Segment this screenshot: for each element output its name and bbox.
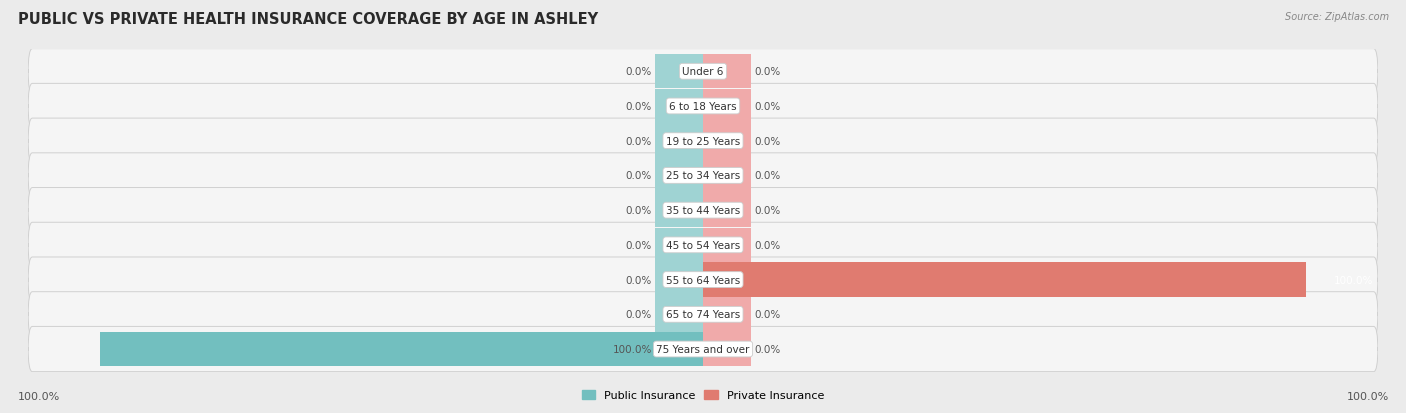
Text: 100.0%: 100.0% <box>1334 275 1374 285</box>
FancyBboxPatch shape <box>28 327 1378 372</box>
Text: 0.0%: 0.0% <box>754 206 780 216</box>
Text: 0.0%: 0.0% <box>754 240 780 250</box>
Text: 0.0%: 0.0% <box>754 136 780 146</box>
Text: PUBLIC VS PRIVATE HEALTH INSURANCE COVERAGE BY AGE IN ASHLEY: PUBLIC VS PRIVATE HEALTH INSURANCE COVER… <box>18 12 599 27</box>
Text: 45 to 54 Years: 45 to 54 Years <box>666 240 740 250</box>
Bar <box>703 332 751 366</box>
Text: 0.0%: 0.0% <box>626 102 652 112</box>
Bar <box>100 332 703 366</box>
Text: 0.0%: 0.0% <box>626 240 652 250</box>
Text: 35 to 44 Years: 35 to 44 Years <box>666 206 740 216</box>
FancyBboxPatch shape <box>28 223 1378 268</box>
Bar <box>703 193 751 228</box>
Text: 0.0%: 0.0% <box>754 171 780 181</box>
Bar <box>703 297 751 332</box>
Text: 65 to 74 Years: 65 to 74 Years <box>666 310 740 320</box>
Bar <box>655 55 703 89</box>
Text: Source: ZipAtlas.com: Source: ZipAtlas.com <box>1285 12 1389 22</box>
Text: 55 to 64 Years: 55 to 64 Years <box>666 275 740 285</box>
Text: 0.0%: 0.0% <box>626 275 652 285</box>
Text: 0.0%: 0.0% <box>626 171 652 181</box>
Text: 100.0%: 100.0% <box>1347 391 1389 401</box>
Text: 6 to 18 Years: 6 to 18 Years <box>669 102 737 112</box>
Text: 0.0%: 0.0% <box>626 310 652 320</box>
Bar <box>655 124 703 159</box>
Text: 0.0%: 0.0% <box>626 67 652 77</box>
Text: 0.0%: 0.0% <box>754 344 780 354</box>
Bar <box>703 90 751 124</box>
Bar <box>655 263 703 297</box>
Text: 19 to 25 Years: 19 to 25 Years <box>666 136 740 146</box>
FancyBboxPatch shape <box>28 50 1378 95</box>
Bar <box>655 90 703 124</box>
Bar <box>703 228 751 262</box>
FancyBboxPatch shape <box>28 188 1378 233</box>
Text: 0.0%: 0.0% <box>754 67 780 77</box>
Bar <box>655 193 703 228</box>
Text: 0.0%: 0.0% <box>754 102 780 112</box>
Text: 0.0%: 0.0% <box>626 136 652 146</box>
FancyBboxPatch shape <box>28 292 1378 337</box>
FancyBboxPatch shape <box>28 154 1378 199</box>
Bar <box>703 124 751 159</box>
FancyBboxPatch shape <box>28 119 1378 164</box>
Text: 100.0%: 100.0% <box>18 391 60 401</box>
Bar <box>655 159 703 193</box>
Bar <box>703 263 1306 297</box>
Text: 100.0%: 100.0% <box>613 344 652 354</box>
Text: 0.0%: 0.0% <box>626 206 652 216</box>
Text: 0.0%: 0.0% <box>754 310 780 320</box>
Bar <box>655 297 703 332</box>
FancyBboxPatch shape <box>28 257 1378 302</box>
Text: 25 to 34 Years: 25 to 34 Years <box>666 171 740 181</box>
Legend: Public Insurance, Private Insurance: Public Insurance, Private Insurance <box>578 385 828 405</box>
Text: Under 6: Under 6 <box>682 67 724 77</box>
Bar <box>703 55 751 89</box>
FancyBboxPatch shape <box>28 84 1378 129</box>
Bar <box>655 228 703 262</box>
Bar <box>703 159 751 193</box>
Text: 75 Years and over: 75 Years and over <box>657 344 749 354</box>
